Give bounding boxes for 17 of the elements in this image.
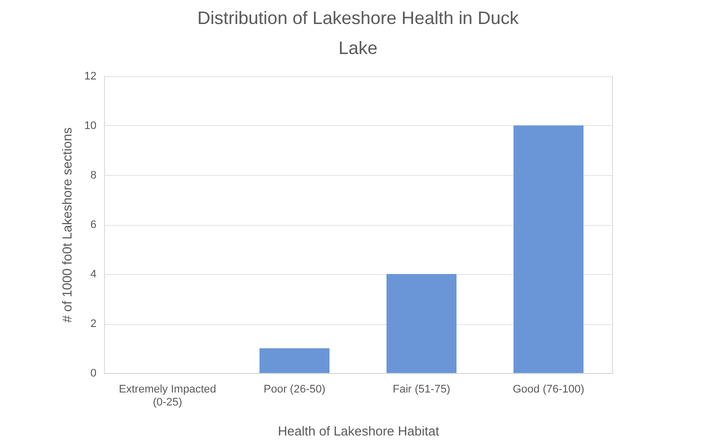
- bar: [260, 348, 330, 373]
- x-tick-label: Poor (26-50): [264, 384, 326, 396]
- y-axis-title: # of 1000 fo0t Lakeshore sections: [59, 126, 74, 323]
- x-axis-title: Health of Lakeshore Habitat: [278, 424, 440, 438]
- y-tick-label: 4: [90, 268, 96, 280]
- x-tick-label: Fair (51-75): [392, 384, 450, 396]
- bar: [386, 274, 456, 373]
- y-tick-label: 0: [90, 368, 96, 380]
- bar: [514, 126, 584, 373]
- y-tick-label: 2: [90, 318, 96, 330]
- x-tick-label: Good (76-100): [512, 384, 584, 396]
- chart-title: Distribution of Lakeshore Health in Duck Lake: [197, 8, 520, 58]
- y-tick-label: 6: [90, 219, 96, 231]
- x-tick-label: Extremely Impacted (0-25): [118, 384, 216, 408]
- y-tick-label: 10: [84, 120, 96, 132]
- y-tick-label: 12: [84, 70, 96, 82]
- y-tick-label: 8: [90, 170, 96, 182]
